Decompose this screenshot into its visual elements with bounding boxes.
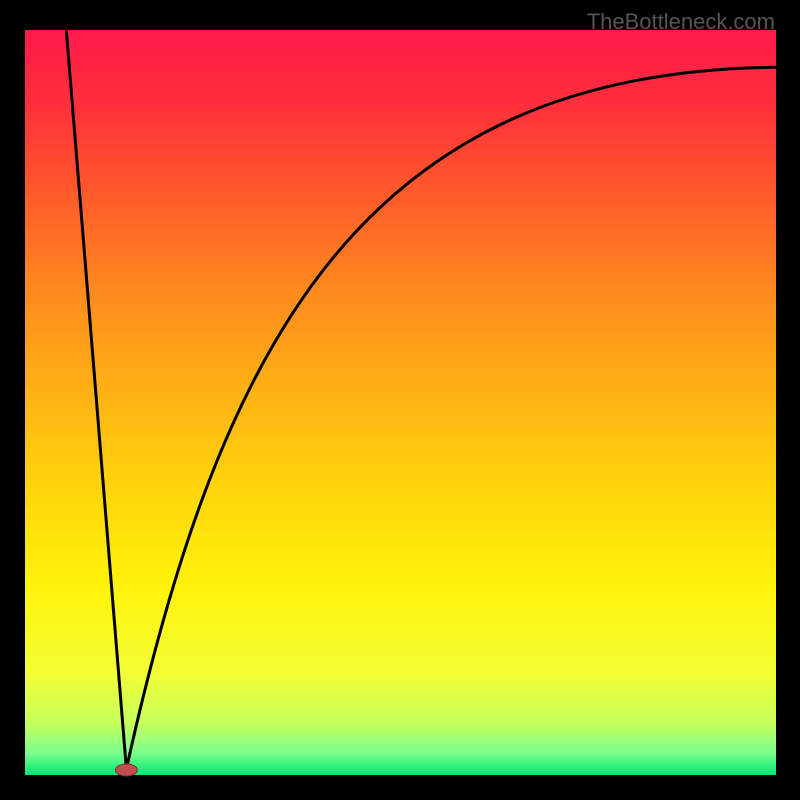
apex-marker: [115, 764, 137, 776]
bottleneck-chart: [0, 0, 800, 800]
plot-background: [25, 30, 776, 775]
watermark-text: TheBottleneck.com: [587, 9, 775, 35]
